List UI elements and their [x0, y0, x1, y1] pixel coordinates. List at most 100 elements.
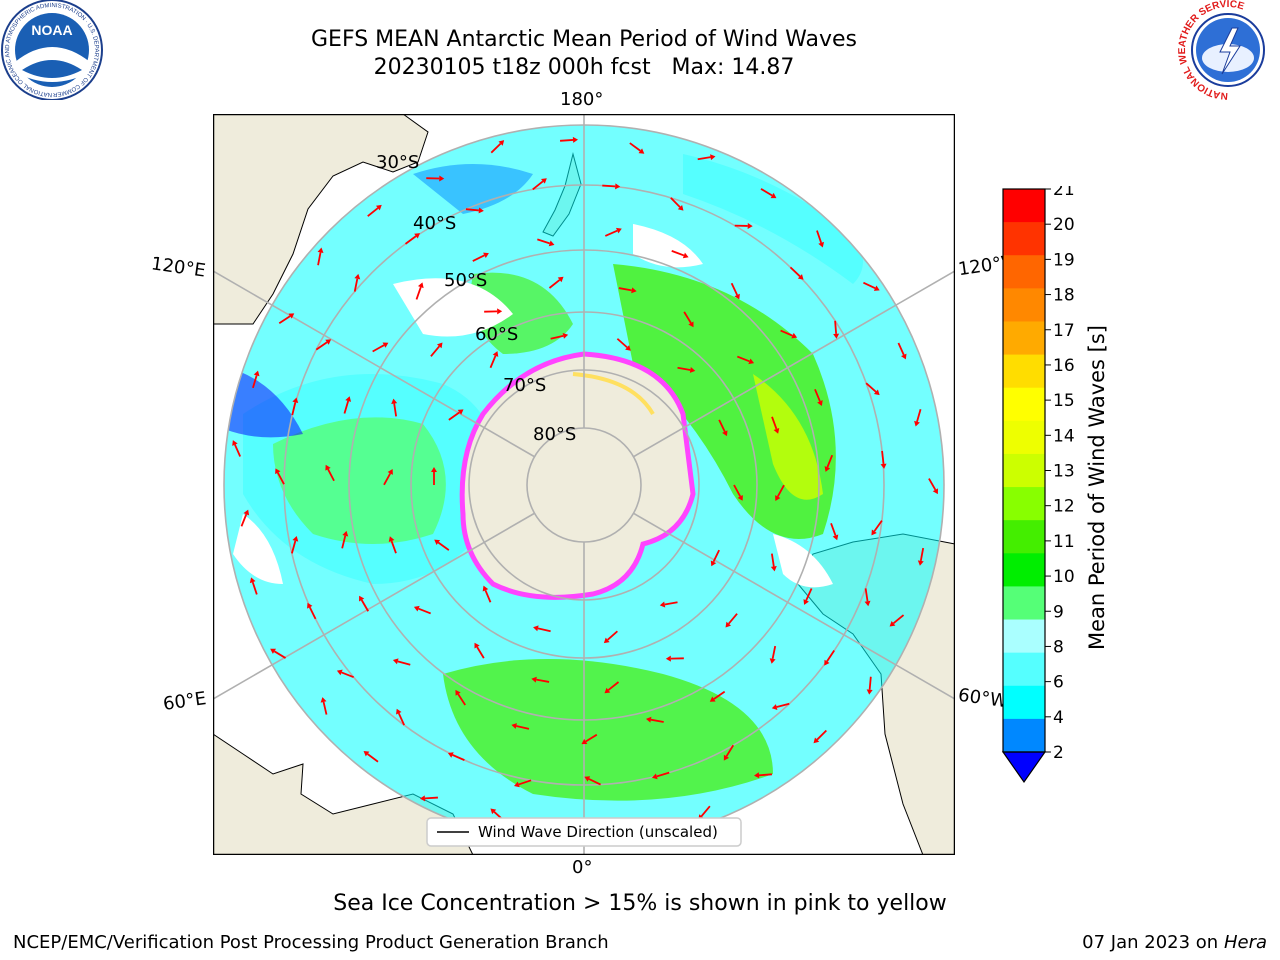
colorbar-band: [1003, 255, 1045, 289]
lat-label-60s: 60°S: [475, 324, 519, 345]
colorbar-band: [1003, 652, 1045, 687]
wind-wave-arrow-head: [320, 697, 327, 703]
wind-wave-arrow-head: [414, 233, 420, 239]
wind-wave-arrow-shaft: [537, 627, 551, 633]
colorbar-band: [1003, 288, 1045, 322]
wind-wave-arrow-shaft: [830, 522, 837, 536]
colorbar-band: [1003, 321, 1045, 356]
wind-wave-arrow-head: [419, 795, 426, 802]
wind-wave-arrow-head: [880, 463, 887, 469]
wind-wave-arrow-head: [581, 738, 588, 745]
wind-wave-arrow-shaft: [670, 197, 681, 208]
wind-wave-arrow-head: [288, 313, 295, 319]
map-legend: Wind Wave Direction (unscaled): [426, 817, 742, 847]
footer-date-text: 07 Jan 2023 on: [1082, 932, 1224, 953]
wind-wave-arrow-head: [833, 333, 840, 339]
colorbar-title: Mean Period of Wind Waves [s]: [1085, 325, 1109, 650]
wind-wave-arrow-head: [770, 565, 777, 572]
wind-wave-arrow-head: [625, 345, 631, 351]
wind-wave-arrow-head: [864, 600, 871, 607]
wind-wave-arrow-shaft: [390, 540, 397, 554]
wind-wave-arrow-head: [603, 637, 610, 644]
wind-wave-arrow-shaft: [865, 382, 877, 393]
wind-wave-arrow-shaft: [588, 778, 601, 786]
wind-wave-arrow-head: [541, 178, 547, 184]
colorbar: 21 20 19 18 17 16 15 14 13 12 11 10 9 8 6 4 2: [1001, 186, 1075, 784]
wind-wave-arrow-head: [651, 773, 658, 780]
wind-wave-arrow-shaft: [343, 400, 350, 414]
colorbar-band: [1003, 387, 1045, 422]
wind-wave-arrow-shaft: [780, 329, 793, 337]
wind-wave-arrow-head: [562, 332, 569, 339]
land-africa: [213, 733, 474, 855]
wind-wave-arrow-head: [917, 560, 924, 566]
wind-wave-arrow-shaft: [548, 279, 561, 289]
wind-wave-arrow-shaft: [602, 184, 616, 188]
wind-wave-arrow-head: [447, 752, 454, 758]
wind-wave-arrow-shaft: [397, 712, 405, 726]
wind-wave-arrow-head: [533, 625, 539, 632]
wind-wave-arrow-head: [722, 430, 728, 437]
wind-wave-arrow-shaft: [604, 229, 618, 237]
wind-wave-arrow-shaft: [437, 541, 450, 551]
wind-wave-arrow-head: [638, 148, 645, 154]
wind-wave-arrow-shaft: [465, 208, 479, 212]
wind-wave-arrow-head: [770, 192, 777, 199]
colorbar-band: [1003, 222, 1045, 256]
wind-wave-arrow-shaft: [725, 744, 735, 757]
wind-wave-arrow-shaft: [607, 630, 618, 641]
footer-host: Hera: [1223, 932, 1267, 953]
wind-wave-arrow-head: [723, 754, 730, 761]
wind-wave-arrow-shaft: [656, 771, 670, 778]
wind-wave-arrow-head: [253, 370, 260, 377]
wind-wave-arrow-head: [249, 577, 256, 584]
wind-wave-arrow-head: [748, 358, 755, 365]
wind-wave-arrow-head: [498, 140, 505, 146]
wind-wave-arrow-head: [431, 467, 437, 472]
wind-wave-arrow-shaft: [700, 805, 711, 817]
wind-wave-arrow-head: [818, 241, 825, 248]
wind-wave-arrow-shaft: [327, 468, 335, 482]
wind-wave-arrow-head: [275, 468, 281, 475]
wind-wave-arrow-head: [824, 466, 831, 472]
colorbar-tick-label: 18: [1053, 286, 1075, 306]
wind-wave-arrow-shaft: [760, 188, 773, 197]
wind-wave-arrow-shaft: [730, 282, 738, 296]
wind-wave-arrow-shaft: [457, 693, 466, 706]
wind-wave-arrow-shaft: [516, 725, 530, 730]
wind-wave-arrow-head: [375, 204, 382, 211]
colorbar-tick-label: 2: [1053, 743, 1064, 763]
wind-wave-arrow-shaft: [372, 344, 385, 353]
wind-wave-arrow-head: [382, 342, 389, 348]
wind-wave-arrow-shaft: [489, 355, 497, 369]
colorbar-band: [1003, 520, 1045, 554]
wind-wave-arrow-shaft: [664, 601, 678, 606]
meridian: [213, 270, 536, 458]
wind-wave-arrow-shaft: [277, 472, 285, 485]
wind-wave-arrow-shaft: [897, 342, 905, 356]
colorbar-band: [1003, 586, 1045, 621]
wind-wave-arrow-head: [307, 602, 313, 609]
wind-wave-arrow-shaft: [518, 779, 532, 786]
colorbar-tick-label: 17: [1053, 321, 1075, 341]
wind-wave-arrow-head: [775, 495, 781, 501]
wind-wave-arrow-shaft: [728, 613, 738, 625]
graticule: [213, 114, 955, 855]
wind-wave-arrow-head: [413, 605, 420, 612]
wind-wave-arrow-head: [689, 367, 696, 373]
lat-label-80s: 80°S: [533, 424, 577, 445]
wind-wave-arrow-head: [572, 136, 579, 143]
wind-wave-arrow-shaft: [383, 472, 392, 486]
sea-ice-caption: Sea Ice Concentration > 15% is shown in …: [333, 891, 947, 916]
wind-wave-arrow-shaft: [252, 375, 258, 389]
wind-wave-arrow-shaft: [430, 345, 440, 357]
colorbar-tick-label: 15: [1053, 391, 1075, 411]
wind-wave-arrow-shaft: [367, 753, 379, 763]
wind-wave-arrow-shaft: [816, 230, 823, 244]
colorbar-tick-label: 4: [1053, 708, 1064, 728]
wind-wave-arrow-shaft: [713, 690, 726, 700]
wind-wave-arrow-shaft: [873, 520, 883, 532]
wind-wave-arrow-head: [645, 716, 652, 723]
colorbar-band: [1003, 420, 1045, 455]
wind-wave-arrow-head: [342, 530, 349, 537]
